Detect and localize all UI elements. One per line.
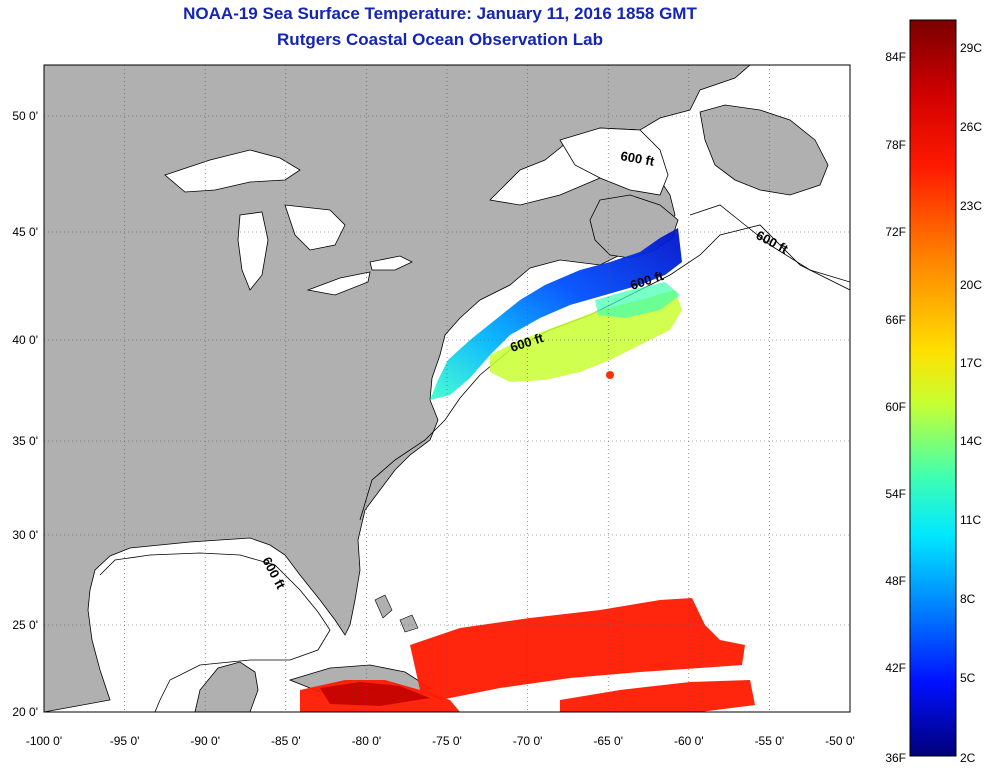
cbar-f-label: 48F bbox=[885, 574, 906, 588]
cbar-f-label: 60F bbox=[885, 400, 906, 414]
cbar-c-label: 8C bbox=[960, 592, 976, 606]
cbar-c-label: 17C bbox=[960, 356, 982, 370]
lake-michigan bbox=[237, 211, 269, 291]
lake-superior bbox=[164, 149, 301, 193]
colorbar bbox=[909, 19, 957, 757]
lake-huron bbox=[284, 204, 346, 251]
cbar-c-label: 2C bbox=[960, 751, 976, 765]
sst-mid-offshore-2 bbox=[595, 282, 680, 318]
lon-tick: -75 0' bbox=[432, 734, 462, 748]
lon-tick: -55 0' bbox=[755, 734, 785, 748]
lat-tick: 50 0' bbox=[12, 109, 38, 123]
colorbar-celsius: 29C 26C 23C 20C 17C 14C 11C 8C 5C 2C bbox=[960, 41, 982, 765]
lat-tick: 25 0' bbox=[12, 618, 38, 632]
cbar-c-label: 23C bbox=[960, 199, 982, 213]
cbar-f-label: 72F bbox=[885, 225, 906, 239]
lat-tick: 45 0' bbox=[12, 225, 38, 239]
lon-tick: -80 0' bbox=[352, 734, 382, 748]
cbar-f-label: 84F bbox=[885, 50, 906, 64]
lon-tick: -50 0' bbox=[825, 734, 855, 748]
lon-axis: -100 0' -95 0' -90 0' -85 0' -80 0' -75 … bbox=[26, 734, 855, 748]
contour-label-labrador: 600 ft bbox=[619, 148, 656, 169]
land-north-america bbox=[44, 65, 751, 712]
lon-tick: -70 0' bbox=[513, 734, 543, 748]
map-subtitle: Rutgers Coastal Ocean Observation Lab bbox=[277, 30, 603, 49]
colorbar-fahrenheit: 84F 78F 72F 66F 60F 54F 48F 42F 36F bbox=[885, 50, 906, 765]
sst-hot-core bbox=[320, 682, 430, 706]
cbar-c-label: 26C bbox=[960, 120, 982, 134]
gulf-st-lawrence bbox=[559, 127, 669, 196]
sst-warm-swath-1 bbox=[410, 598, 745, 700]
sst-cold-coastal bbox=[430, 228, 682, 400]
lat-tick: 40 0' bbox=[12, 333, 38, 347]
cbar-f-label: 36F bbox=[885, 751, 906, 765]
lon-tick: -90 0' bbox=[190, 734, 220, 748]
lon-tick: -65 0' bbox=[593, 734, 623, 748]
sst-warm-eddy bbox=[606, 371, 614, 379]
contour-600ft-grandbanks bbox=[689, 204, 850, 283]
cbar-c-label: 29C bbox=[960, 41, 982, 55]
lon-tick: -60 0' bbox=[674, 734, 704, 748]
cbar-f-label: 42F bbox=[885, 661, 906, 675]
land-bahamas bbox=[374, 594, 419, 633]
cbar-f-label: 78F bbox=[885, 138, 906, 152]
plot-frame bbox=[43, 64, 851, 713]
land-yucatan bbox=[194, 661, 259, 712]
lake-erie bbox=[306, 271, 371, 296]
lat-tick: 35 0' bbox=[12, 434, 38, 448]
lat-axis: 50 0' 45 0' 40 0' 35 0' 30 0' 25 0' 20 0… bbox=[12, 109, 38, 719]
lon-tick: -95 0' bbox=[110, 734, 140, 748]
land-newfoundland bbox=[699, 104, 829, 196]
sst-warm-swath-3 bbox=[560, 680, 755, 712]
lake-ontario bbox=[369, 255, 413, 271]
lon-tick: -85 0' bbox=[271, 734, 301, 748]
cbar-c-label: 5C bbox=[960, 671, 976, 685]
lat-tick: 20 0' bbox=[12, 705, 38, 719]
cbar-f-label: 54F bbox=[885, 487, 906, 501]
cbar-c-label: 20C bbox=[960, 278, 982, 292]
map-title: NOAA-19 Sea Surface Temperature: January… bbox=[183, 4, 697, 23]
cbar-c-label: 14C bbox=[960, 434, 982, 448]
contour-600ft-gulf bbox=[99, 552, 331, 712]
lat-tick: 30 0' bbox=[12, 528, 38, 542]
cbar-f-label: 66F bbox=[885, 313, 906, 327]
cbar-c-label: 11C bbox=[960, 513, 981, 527]
lon-tick: -100 0' bbox=[26, 734, 62, 748]
